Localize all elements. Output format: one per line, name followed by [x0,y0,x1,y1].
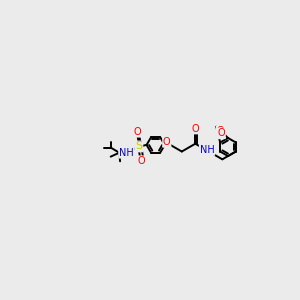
Text: O: O [217,126,224,136]
Text: O: O [218,128,225,138]
Text: O: O [134,127,141,137]
Text: O: O [163,137,171,147]
Text: NH: NH [200,145,214,155]
Text: O: O [191,124,199,134]
Text: S: S [135,142,142,152]
Text: NH: NH [119,148,134,158]
Text: O: O [137,156,145,166]
